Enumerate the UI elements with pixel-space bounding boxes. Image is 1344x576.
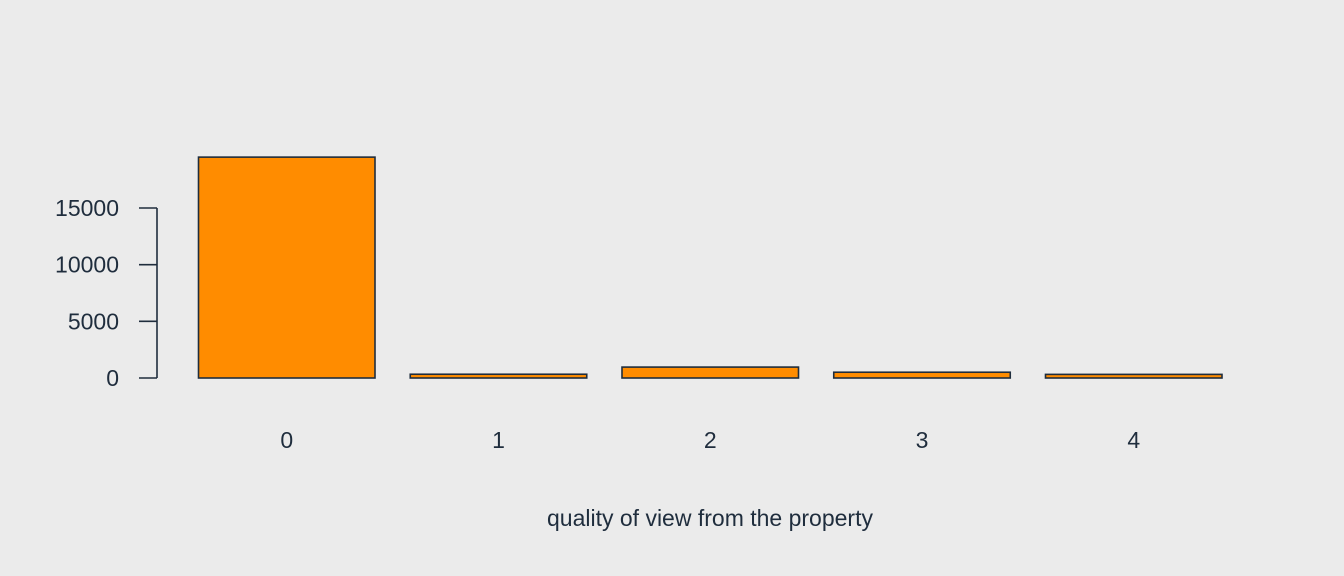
x-tick-label: 3 — [916, 427, 929, 453]
y-axis: 0 5000 10000 15000 — [55, 195, 158, 391]
y-tick-label: 10000 — [55, 252, 119, 278]
x-tick-label: 1 — [492, 427, 505, 453]
x-axis-labels: 0 1 2 3 4 — [280, 427, 1140, 453]
x-tick-label: 2 — [704, 427, 717, 453]
x-tick-label: 0 — [280, 427, 293, 453]
y-tick-label: 0 — [106, 365, 119, 391]
bar-2 — [621, 366, 800, 379]
bars — [197, 156, 1223, 379]
x-axis-title: quality of view from the property — [547, 505, 873, 531]
bar-1 — [409, 373, 588, 379]
bar-0 — [197, 156, 376, 379]
x-tick-label: 4 — [1127, 427, 1140, 453]
bar-3 — [832, 371, 1012, 379]
y-tick-label: 15000 — [55, 195, 119, 221]
y-tick-label: 5000 — [68, 308, 119, 334]
bar-4 — [1044, 373, 1223, 379]
